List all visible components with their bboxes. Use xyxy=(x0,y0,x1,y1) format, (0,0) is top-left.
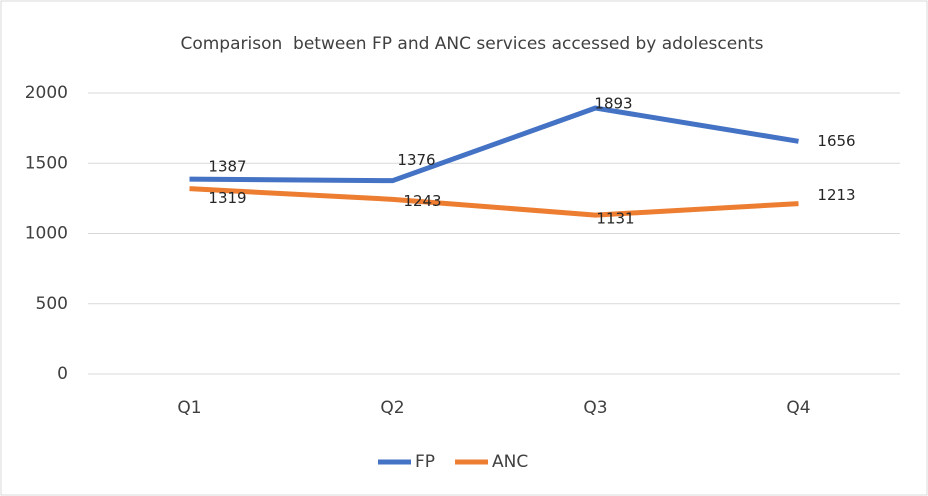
line-series xyxy=(189,105,799,184)
legend-label: ANC xyxy=(492,452,528,472)
line-series xyxy=(189,186,799,218)
data-label: 1319 xyxy=(208,189,246,207)
y-tick-label: 2000 xyxy=(25,83,68,103)
data-label: 1656 xyxy=(817,132,855,150)
y-tick-label: 0 xyxy=(57,364,68,384)
legend-label: FP xyxy=(415,452,435,472)
x-tick-label: Q4 xyxy=(786,398,810,418)
y-tick-label: 1000 xyxy=(25,224,68,244)
x-tick-label: Q3 xyxy=(583,398,607,418)
data-label: 1376 xyxy=(397,151,435,169)
chart-title: Comparison between FP and ANC services a… xyxy=(180,34,763,54)
data-label: 1131 xyxy=(596,210,634,228)
data-label: 1213 xyxy=(817,186,855,204)
x-tick-label: Q1 xyxy=(177,398,201,418)
data-label: 1243 xyxy=(403,192,441,210)
y-tick-label: 1500 xyxy=(25,153,68,173)
data-label: 1387 xyxy=(208,158,246,176)
y-tick-label: 500 xyxy=(36,294,68,314)
x-tick-label: Q2 xyxy=(380,398,404,418)
data-label: 1893 xyxy=(594,95,632,113)
